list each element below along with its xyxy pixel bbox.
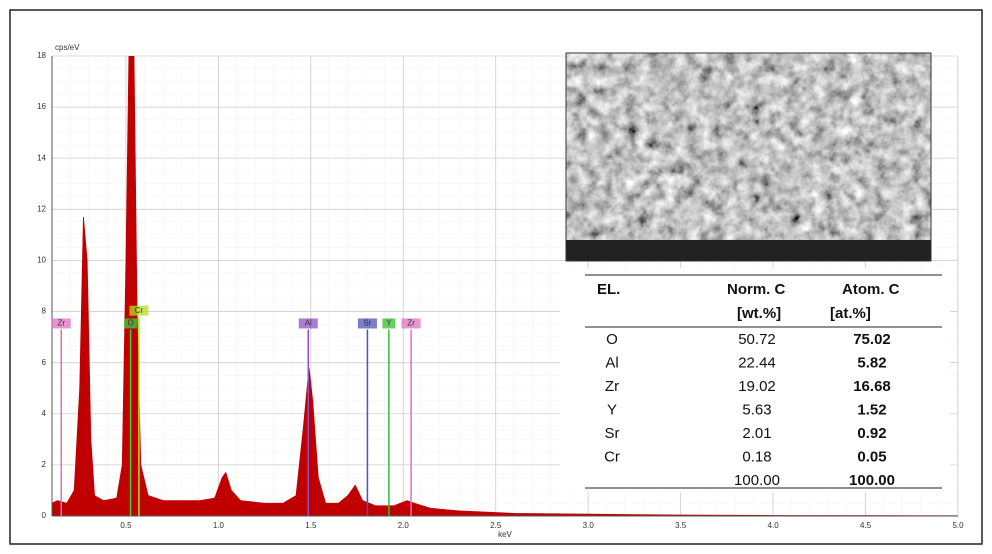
x-tick-label: 3.5 [675,521,687,530]
element-tag [124,318,138,329]
element-label: Y [386,319,392,328]
table-cell: 0.05 [857,448,886,465]
sem-info-bar [566,240,931,261]
table-cell: 0.18 [742,448,771,465]
element-label: O [127,319,133,328]
table-cell: Y [607,401,617,418]
x-tick-label: 2.0 [398,521,410,530]
element-label: Al [305,319,312,328]
table-cell: Cr [604,448,620,465]
x-tick-label: 1.5 [305,521,317,530]
sem-image [566,53,931,261]
x-tick-label: 2.5 [490,521,502,530]
spectrum-area [52,56,958,516]
y-tick-label: 10 [37,256,46,265]
element-tag [382,318,396,329]
table-cell: 5.82 [857,354,886,371]
sem-border [565,52,932,262]
element-label: Zr [407,319,415,328]
element-tag [298,318,318,329]
element-tag [357,318,377,329]
table-cell: O [606,331,618,348]
x-tick-label: 4.5 [860,521,872,530]
table-bg [560,268,950,492]
x-axis-label: keV [498,530,512,539]
y-axis-label: cps/eV [55,43,80,52]
y-tick-label: 16 [37,102,46,111]
table-total: 100.00 [849,472,895,489]
table-cell: 19.02 [738,378,776,395]
table-unit: [at.%] [830,305,871,322]
table-header: EL. [597,281,620,298]
x-tick-label: 5.0 [952,521,964,530]
y-tick-label: 18 [37,51,46,60]
table-cell: Zr [605,378,619,395]
table-cell: 5.63 [742,401,771,418]
y-tick-label: 0 [42,511,47,520]
table-cell: Al [605,354,618,371]
table-cell: 0.92 [857,425,886,442]
table-cell: Sr [605,425,620,442]
element-tag [401,318,421,329]
y-tick-label: 12 [37,204,46,213]
table-cell: 16.68 [853,378,891,395]
table-header: Atom. C [842,281,900,298]
table-unit: [wt.%] [737,305,781,322]
table-cell: 75.02 [853,331,891,348]
x-tick-label: 1.0 [213,521,225,530]
y-tick-label: 2 [42,460,47,469]
y-tick-label: 6 [42,358,47,367]
table-total: 100.00 [734,472,780,489]
x-tick-label: 3.0 [583,521,595,530]
element-tag [129,305,149,316]
element-label: Sr [363,319,371,328]
element-tag [51,318,71,329]
table-header: Norm. C [727,281,786,298]
y-tick-label: 8 [42,307,47,316]
table-cell: 2.01 [742,425,771,442]
element-label: Zr [57,319,65,328]
table-cell: 50.72 [738,331,776,348]
table-cell: 1.52 [857,401,886,418]
y-tick-label: 14 [37,153,46,162]
element-label: Cr [135,306,144,315]
x-tick-label: 0.5 [120,521,132,530]
table-cell: 22.44 [738,354,776,371]
x-tick-label: 4.0 [768,521,780,530]
y-tick-label: 4 [42,409,47,418]
